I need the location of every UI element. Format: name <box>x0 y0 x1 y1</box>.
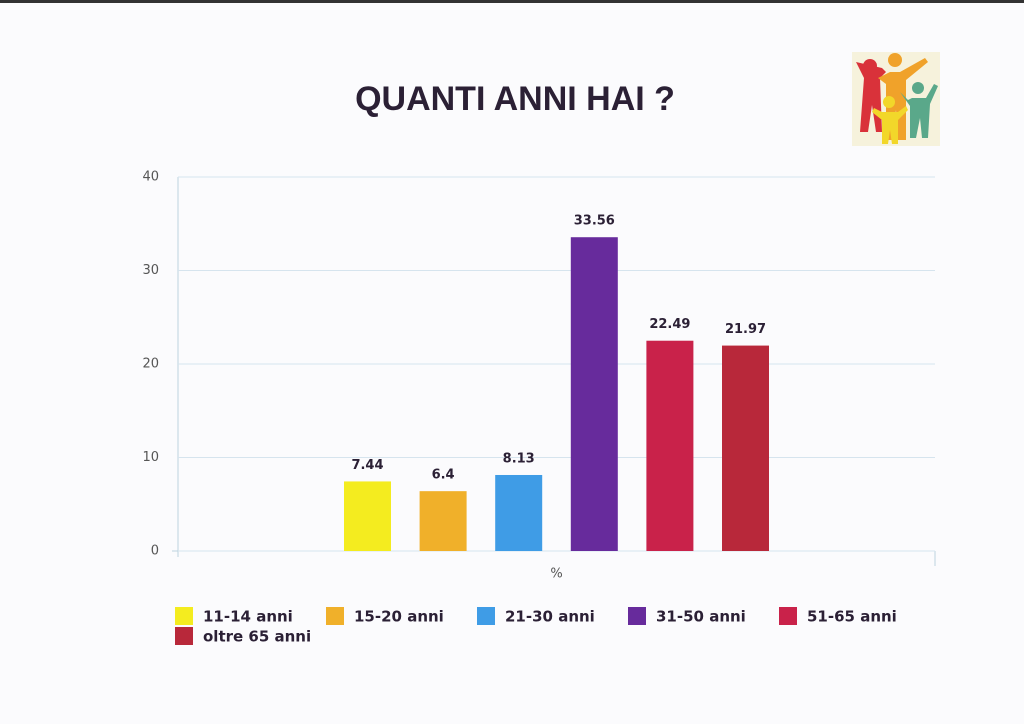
chart-title: QUANTI ANNI HAI ? <box>355 80 675 118</box>
y-tick-label: 0 <box>151 544 159 559</box>
value-label: 6.4 <box>432 468 455 483</box>
value-label: 22.49 <box>649 317 690 332</box>
legend-label: 31-50 anni <box>656 608 746 626</box>
y-tick-label: 40 <box>142 170 159 185</box>
legend-swatch <box>175 607 193 625</box>
legend-swatch <box>175 627 193 645</box>
legend-label: 51-65 anni <box>807 608 897 626</box>
y-tick-label: 30 <box>142 263 159 278</box>
y-tick-label: 10 <box>142 450 159 465</box>
bar <box>646 340 694 551</box>
bar <box>722 345 769 551</box>
x-tick-label: % <box>550 567 562 582</box>
legend-swatch <box>326 607 344 625</box>
legend-label: 15-20 anni <box>354 608 444 626</box>
value-label: 21.97 <box>725 322 766 337</box>
legend-label: oltre 65 anni <box>203 628 311 646</box>
value-label: 7.44 <box>351 458 383 473</box>
bar <box>495 474 543 551</box>
legend-swatch <box>477 607 495 625</box>
bar <box>344 481 391 551</box>
value-label: 33.56 <box>574 214 615 229</box>
legend-swatch <box>779 607 797 625</box>
top-edge <box>0 0 1024 3</box>
value-label: 8.13 <box>503 451 535 466</box>
legend-label: 11-14 anni <box>203 608 293 626</box>
logo <box>852 52 940 146</box>
y-tick-label: 20 <box>142 357 159 372</box>
bar <box>419 491 467 551</box>
bar <box>570 237 618 552</box>
legend-swatch <box>628 607 646 625</box>
legend-label: 21-30 anni <box>505 608 595 626</box>
